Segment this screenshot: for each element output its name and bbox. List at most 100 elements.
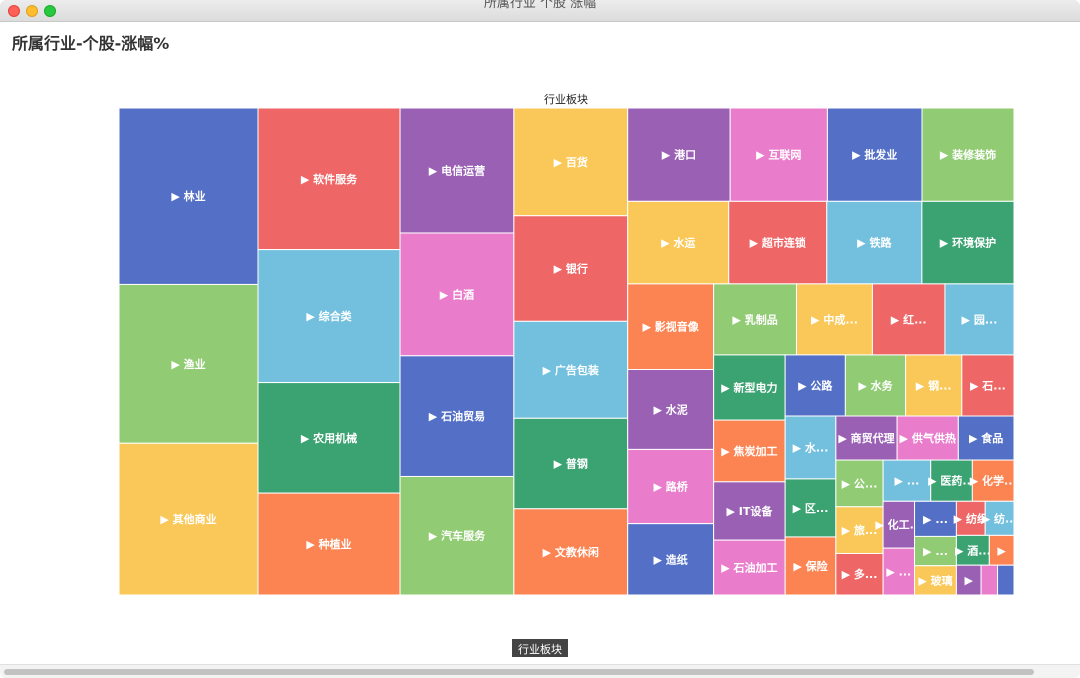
treemap-node[interactable]: ▶ 水运	[627, 200, 730, 285]
treemap-node[interactable]: ▶ 环境保护	[921, 200, 1015, 285]
treemap-cell[interactable]	[713, 481, 786, 541]
treemap-cell[interactable]	[905, 354, 963, 417]
treemap-node[interactable]: ▶ 白酒	[399, 232, 515, 357]
scrollbar-thumb[interactable]	[4, 669, 1034, 675]
treemap-cell[interactable]	[955, 500, 986, 536]
horizontal-scrollbar[interactable]	[0, 664, 1080, 678]
treemap-cell[interactable]	[930, 459, 973, 502]
treemap-node[interactable]: ▶ 批发业	[826, 107, 923, 202]
treemap-node[interactable]: ▶ 水...	[784, 415, 837, 480]
treemap-node[interactable]: ▶ 商贸代理	[835, 415, 898, 461]
treemap-cell[interactable]	[513, 417, 629, 510]
treemap-cell[interactable]	[513, 107, 629, 217]
treemap-cell[interactable]	[955, 564, 982, 596]
treemap-cell[interactable]	[627, 283, 715, 371]
treemap-cell[interactable]	[784, 536, 837, 596]
treemap-node[interactable]: ▶ 保险	[784, 536, 837, 596]
treemap-node[interactable]: ▶ 百货	[513, 107, 629, 217]
treemap-node[interactable]: ▶ 农用机械	[257, 382, 401, 494]
treemap-node[interactable]: ▶ 多...	[835, 552, 884, 596]
treemap-cell[interactable]	[257, 492, 401, 596]
treemap-cell[interactable]	[921, 107, 1015, 202]
treemap-cell[interactable]	[882, 500, 916, 549]
close-window-button[interactable]	[8, 5, 20, 17]
treemap-node[interactable]: ▶ 路桥	[627, 448, 715, 525]
treemap-cell[interactable]	[627, 369, 715, 450]
treemap-node[interactable]: ▶ 焦炭加工	[713, 419, 786, 483]
treemap-node[interactable]: ▶ 中成...	[795, 283, 873, 356]
treemap-node[interactable]: ▶ 石...	[961, 354, 1015, 417]
treemap-node[interactable]: ▶ 旅...	[835, 506, 884, 554]
treemap-cell[interactable]	[784, 478, 837, 538]
treemap-cell[interactable]	[118, 107, 259, 285]
treemap-node[interactable]: ▶ 铁路	[826, 200, 923, 285]
treemap-cell[interactable]	[971, 459, 1015, 502]
treemap-node[interactable]: ▶ 超市连锁	[728, 200, 828, 285]
treemap-cell[interactable]	[118, 442, 259, 596]
treemap-cell[interactable]	[713, 419, 786, 483]
treemap-node[interactable]: ▶ 医药...	[928, 459, 975, 502]
treemap-cell[interactable]	[882, 459, 932, 502]
treemap-node[interactable]	[980, 564, 999, 596]
treemap-cell[interactable]	[826, 107, 923, 202]
treemap-node[interactable]: ▶ 酒...	[955, 534, 991, 566]
treemap-node[interactable]: ▶ ...	[882, 547, 916, 596]
treemap-cell[interactable]	[513, 215, 629, 322]
treemap-cell[interactable]	[835, 459, 884, 508]
treemap-node[interactable]: ▶ 玻璃	[914, 565, 957, 596]
treemap-node[interactable]	[997, 564, 1015, 596]
treemap-cell[interactable]	[955, 534, 990, 566]
treemap-node[interactable]: ▶ 广告包装	[513, 320, 629, 419]
treemap-node[interactable]: ▶ 林业	[118, 107, 259, 285]
treemap-node[interactable]: ▶ 文教休闲	[513, 508, 629, 596]
treemap-node[interactable]: ▶ 园...	[944, 283, 1015, 356]
treemap-node[interactable]: ▶ 石油加工	[713, 539, 786, 596]
treemap-node[interactable]: ▶ 综合类	[257, 249, 401, 384]
treemap-node[interactable]: ▶ 食品	[957, 415, 1015, 461]
treemap-node[interactable]: ▶ 区...	[784, 478, 837, 538]
treemap-cell[interactable]	[835, 506, 884, 554]
treemap-cell[interactable]	[513, 508, 629, 596]
treemap-cell[interactable]	[961, 354, 1015, 417]
treemap-node[interactable]: ▶ 银行	[513, 215, 629, 322]
treemap-cell[interactable]	[627, 107, 731, 202]
treemap-cell[interactable]	[835, 415, 898, 461]
treemap-node[interactable]: ▶ 新型电力	[713, 354, 786, 421]
treemap-cell[interactable]	[257, 249, 401, 384]
treemap-cell[interactable]	[399, 475, 515, 596]
zoom-window-button[interactable]	[44, 5, 56, 17]
treemap-cell[interactable]	[118, 283, 259, 444]
treemap-node[interactable]: ▶ 乳制品	[713, 283, 797, 356]
treemap-cell[interactable]	[399, 355, 515, 477]
treemap-node[interactable]: ▶ 石油贸易	[399, 355, 515, 477]
treemap-node[interactable]: ▶ 公...	[835, 459, 884, 508]
treemap-node[interactable]: ▶ ...	[882, 459, 932, 502]
treemap-cell[interactable]	[980, 564, 999, 596]
treemap-cell[interactable]	[896, 415, 959, 461]
treemap-cell[interactable]	[957, 415, 1015, 461]
treemap-node[interactable]: ▶ 供气供热	[896, 415, 959, 461]
treemap-node[interactable]: ▶ 种植业	[257, 492, 401, 596]
treemap-cell[interactable]	[729, 107, 828, 202]
treemap-node[interactable]: ▶ 汽车服务	[399, 475, 515, 596]
treemap-cell[interactable]	[914, 535, 957, 567]
treemap-cell[interactable]	[921, 200, 1015, 285]
treemap-cell[interactable]	[728, 200, 828, 285]
treemap-node[interactable]: ▶ 水泥	[627, 369, 715, 450]
treemap-node[interactable]: ▶ 港口	[627, 107, 731, 202]
treemap-node[interactable]: ▶ 影视音像	[627, 283, 715, 371]
treemap-cell[interactable]	[882, 547, 916, 596]
treemap-node[interactable]: ▶	[955, 564, 982, 596]
treemap-cell[interactable]	[988, 534, 1015, 566]
treemap-node[interactable]: ▶ 纺...	[982, 500, 1018, 536]
treemap-node[interactable]: ▶ 红...	[871, 283, 946, 356]
breadcrumb[interactable]: 行业板块	[512, 639, 568, 657]
treemap-node[interactable]: ▶ 造纸	[627, 523, 715, 596]
treemap-node[interactable]: ▶ 电信运营	[399, 107, 515, 234]
treemap-node[interactable]: ▶ 钢...	[905, 354, 963, 417]
treemap-node[interactable]: ▶ 其他商业	[118, 442, 259, 596]
treemap-node[interactable]: ▶ 公路	[784, 354, 846, 417]
treemap-node[interactable]: ▶ ...	[914, 535, 957, 567]
treemap-node[interactable]: ▶ 化学...	[970, 459, 1017, 502]
treemap-node[interactable]: ▶ 渔业	[118, 283, 259, 444]
